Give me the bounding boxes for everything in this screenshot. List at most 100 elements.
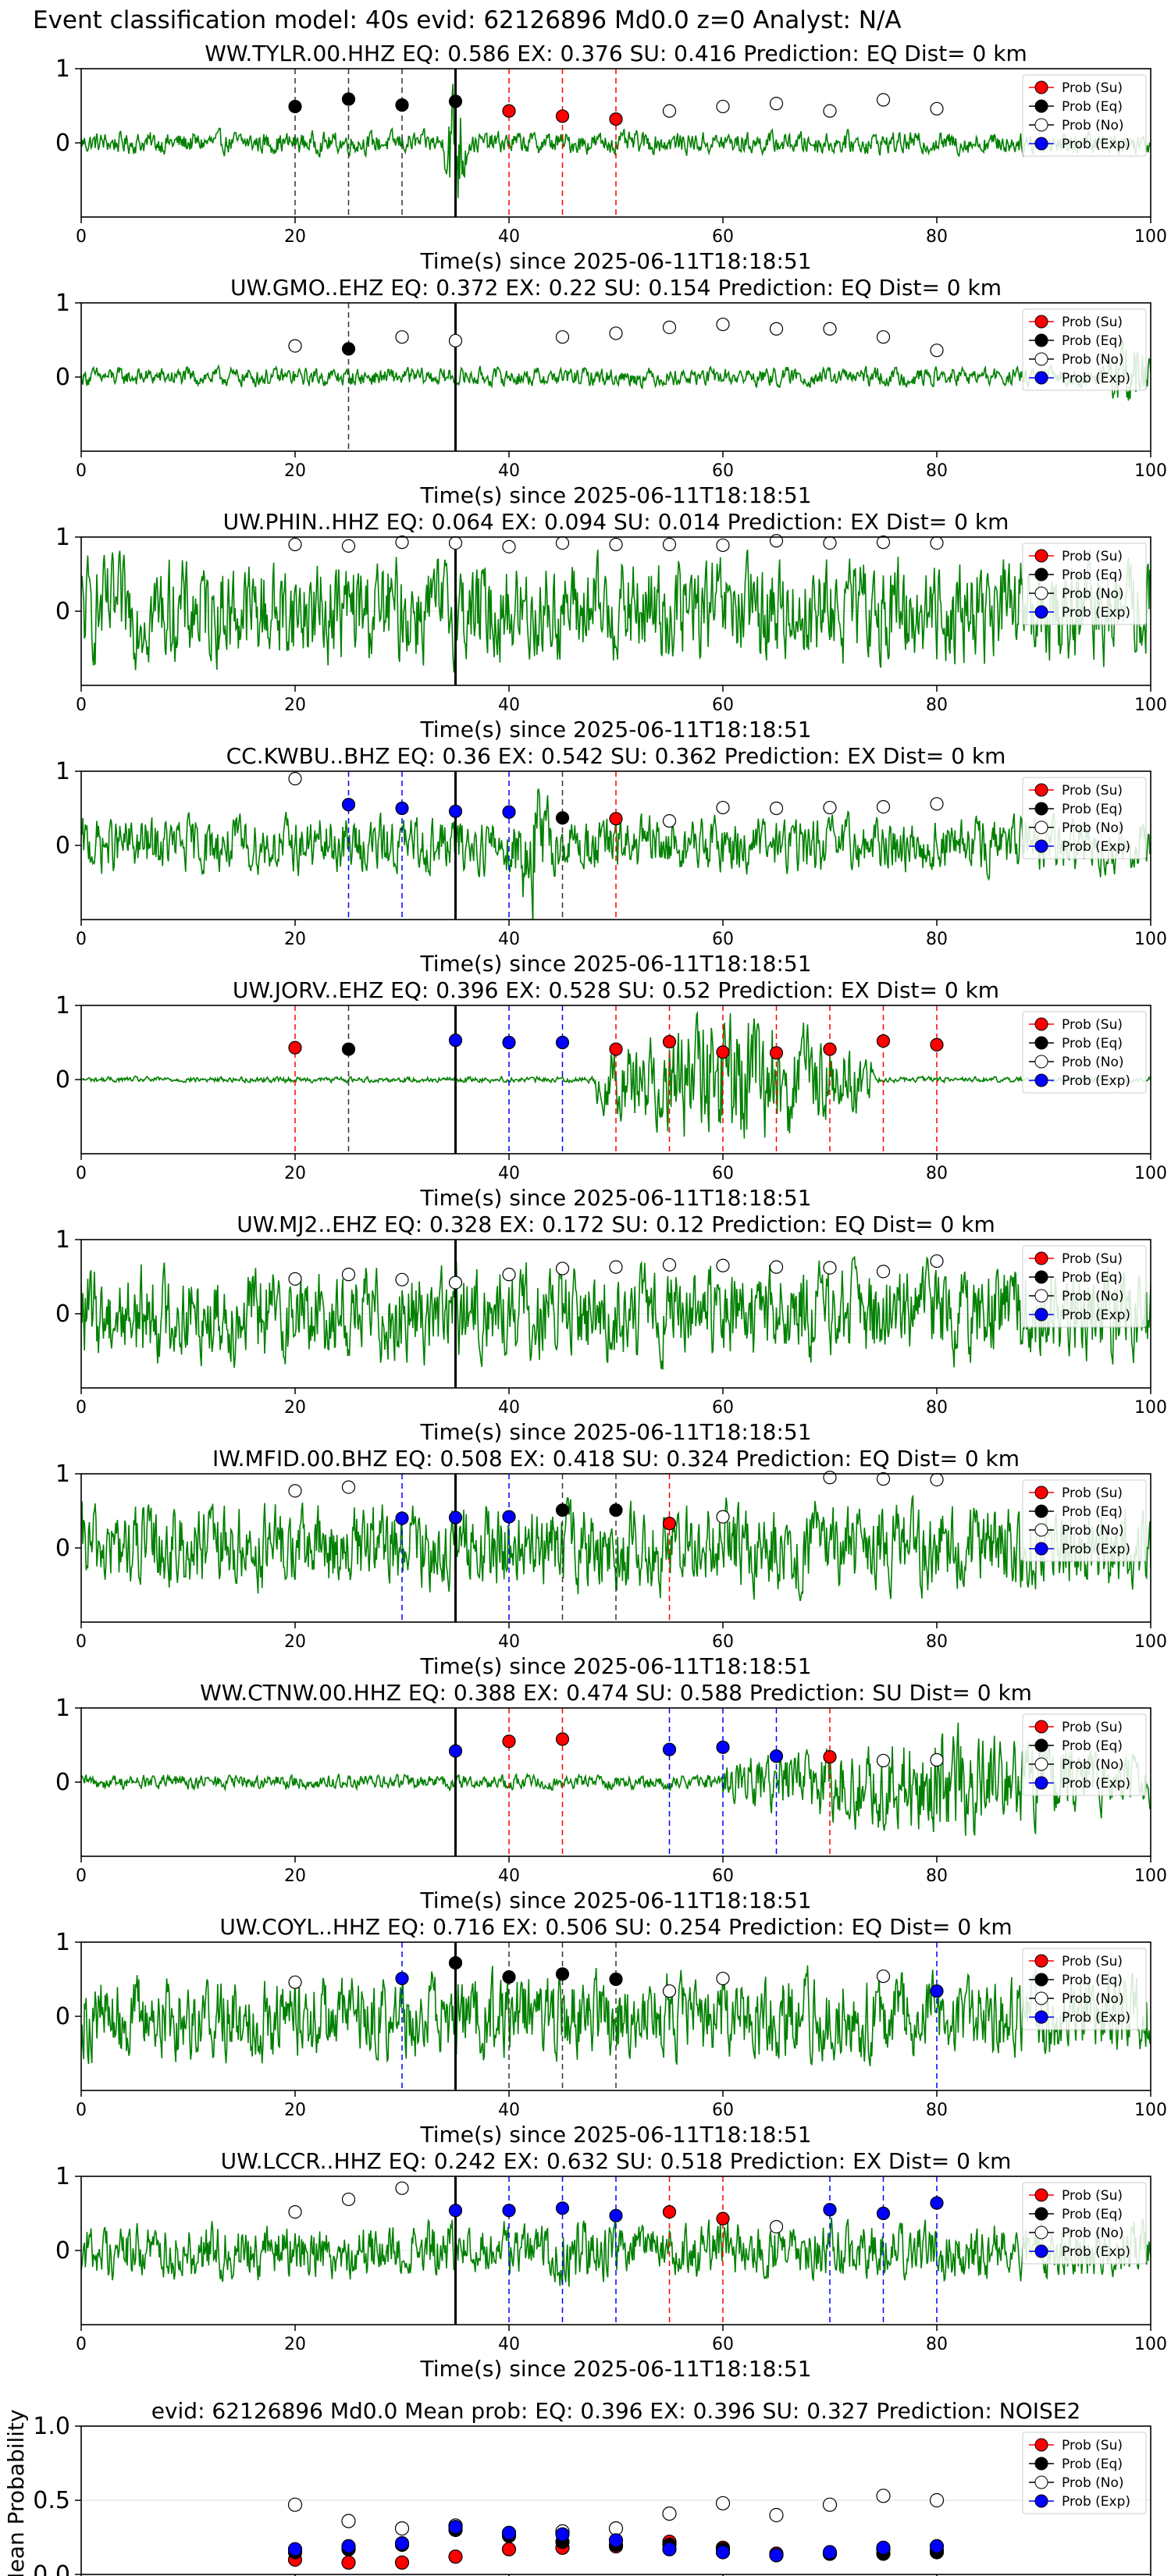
- prob-point-no: [716, 1971, 730, 1986]
- legend-box: [1022, 1245, 1147, 1328]
- legend-marker-eq: [1034, 1036, 1048, 1050]
- prob-point-no: [769, 97, 784, 111]
- x-tick-label: 80: [926, 1164, 948, 1183]
- x-tick-label: 20: [284, 1866, 306, 1886]
- station-panel-7: 0 20 40 60 80 100 0 1 IW.MFID.00.BHZ EQ: 0.508 E…: [55, 1446, 1167, 1679]
- x-tick-label: 80: [926, 696, 948, 715]
- prob-point-no: [288, 1484, 302, 1498]
- y-tick-label: 0: [55, 832, 70, 859]
- y-tick-label: 0.0: [33, 2561, 70, 2576]
- prob-point-su: [662, 1034, 677, 1049]
- mean-point-no: [287, 2497, 303, 2512]
- x-tick-label: 60: [712, 1164, 734, 1183]
- y-tick-label: 1: [55, 2163, 70, 2190]
- legend-label-exp: Prob (Exp): [1062, 371, 1130, 386]
- prob-point-no: [823, 1471, 837, 1485]
- prob-point-exp: [502, 1035, 516, 1050]
- x-axis-label: Time(s) since 2025-06-11T18:18:51: [419, 1185, 811, 1211]
- prob-point-no: [823, 1261, 837, 1275]
- prob-point-su: [502, 104, 516, 118]
- legend-label-su: Prob (Su): [1062, 2188, 1123, 2204]
- x-tick-label: 40: [498, 1632, 520, 1652]
- legend-marker-exp: [1034, 1308, 1048, 1322]
- panel-title: IW.MFID.00.BHZ EQ: 0.508 EX: 0.418 SU: 0…: [212, 1446, 1020, 1471]
- x-axis-label: Time(s) since 2025-06-11T18:18:51: [419, 2122, 811, 2147]
- x-tick-label: 20: [284, 2335, 306, 2354]
- legend-label-eq: Prob (Eq): [1062, 802, 1123, 817]
- prob-point-no: [555, 535, 570, 550]
- prob-point-su: [716, 2211, 730, 2226]
- x-tick-label: 100: [1134, 1398, 1167, 1418]
- prob-point-exp: [502, 1510, 516, 1524]
- x-tick-label: 40: [498, 1866, 520, 1886]
- legend-marker-no: [1034, 820, 1048, 834]
- x-tick-label: 100: [1134, 930, 1167, 949]
- x-tick-label: 40: [498, 227, 520, 247]
- prob-point-no: [288, 339, 302, 353]
- prob-point-exp: [769, 1749, 784, 1763]
- prob-point-exp: [448, 1744, 463, 1758]
- mean-point-exp: [287, 2542, 303, 2556]
- station-panel-1: 0 20 40 60 80 100 0 1 WW.TYLR.00.HHZ EQ: 0.586 E…: [55, 41, 1167, 274]
- legend-label-eq: Prob (Eq): [1062, 1504, 1123, 1520]
- mean-point-exp: [608, 2533, 624, 2548]
- y-tick-label: 1: [55, 55, 70, 83]
- legend-label-no: Prob (No): [1062, 1991, 1124, 2007]
- mean-point-exp: [341, 2539, 356, 2553]
- waveform-trace: [81, 1256, 1151, 1370]
- prob-point-eq: [555, 1967, 570, 1981]
- prob-point-no: [662, 1984, 677, 1998]
- prob-point-no: [341, 1268, 356, 1282]
- y-tick-label: 1: [55, 290, 70, 317]
- y-axis-label: Mean Probability: [3, 2409, 29, 2576]
- legend-marker-su: [1034, 315, 1048, 329]
- legend-marker-no: [1034, 352, 1048, 366]
- panel-title: WW.CTNW.00.HHZ EQ: 0.388 EX: 0.474 SU: 0…: [200, 1680, 1032, 1706]
- legend-label-no: Prob (No): [1062, 118, 1124, 133]
- x-tick-label: 100: [1134, 696, 1167, 715]
- legend-label-no: Prob (No): [1062, 2475, 1124, 2491]
- legend-label-su: Prob (Su): [1062, 1720, 1123, 1735]
- prob-point-no: [609, 326, 623, 340]
- legend-label-eq: Prob (Eq): [1062, 2457, 1123, 2472]
- y-tick-label: 0: [55, 130, 70, 157]
- mean-point-no: [608, 2521, 624, 2536]
- prob-point-no: [876, 330, 891, 344]
- legend-box: [1022, 1011, 1147, 1094]
- prob-point-eq: [341, 1042, 356, 1056]
- mean-point-no: [662, 2507, 677, 2521]
- prob-point-exp: [716, 1740, 730, 1754]
- x-tick-label: 60: [712, 930, 734, 949]
- x-tick-label: 40: [498, 2101, 520, 2120]
- mean-point-exp: [822, 2545, 838, 2560]
- legend-box: [1022, 2432, 1147, 2514]
- legend-marker-su: [1034, 783, 1048, 797]
- prob-point-no: [876, 1969, 891, 1984]
- station-panel-4: 0 20 40 60 80 100 0 1 CC.KWBU..BHZ EQ: 0.36 EX: …: [55, 743, 1167, 977]
- x-tick-label: 80: [926, 227, 948, 247]
- mean-point-exp: [662, 2542, 677, 2556]
- x-tick-label: 60: [712, 2101, 734, 2120]
- legend-marker-su: [1034, 1720, 1048, 1734]
- x-tick-label: 100: [1134, 461, 1167, 481]
- x-tick-label: 100: [1134, 1164, 1167, 1183]
- prob-point-exp: [555, 2201, 570, 2215]
- legend-label-su: Prob (Su): [1062, 1251, 1123, 1267]
- x-tick-label: 80: [926, 461, 948, 481]
- figure-suptitle: Event classification model: 40s evid: 62…: [33, 6, 902, 34]
- prob-point-exp: [395, 1971, 409, 1986]
- x-tick-label: 60: [712, 696, 734, 715]
- waveform-trace: [81, 1722, 1151, 1836]
- x-tick-label: 20: [284, 461, 306, 481]
- prob-point-eq: [395, 98, 409, 112]
- mean-point-no: [341, 2514, 356, 2528]
- prob-point-exp: [448, 2204, 463, 2218]
- prob-point-no: [448, 535, 463, 550]
- y-tick-label: 0: [55, 2237, 70, 2265]
- waveform-trace: [81, 84, 1151, 198]
- mean-point-su: [448, 2549, 463, 2564]
- prob-point-exp: [930, 2196, 944, 2210]
- y-tick-label: 0: [55, 2003, 70, 2030]
- legend-label-eq: Prob (Eq): [1062, 99, 1123, 115]
- prob-point-no: [769, 534, 784, 548]
